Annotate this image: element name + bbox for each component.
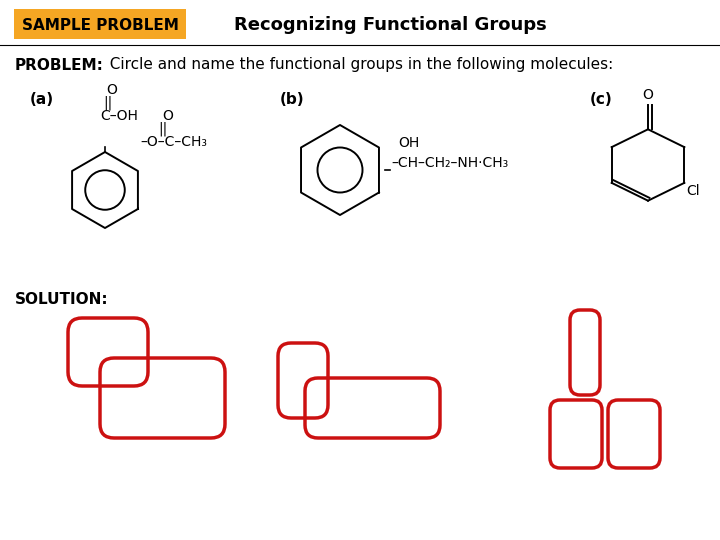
Text: O: O bbox=[163, 109, 174, 123]
Text: SAMPLE PROBLEM: SAMPLE PROBLEM bbox=[22, 17, 179, 32]
Text: Cl: Cl bbox=[686, 184, 700, 198]
Text: O: O bbox=[107, 83, 117, 97]
Text: ||: || bbox=[158, 122, 168, 136]
Text: Recognizing Functional Groups: Recognizing Functional Groups bbox=[233, 16, 546, 34]
Text: (a): (a) bbox=[30, 92, 54, 107]
Text: SOLUTION:: SOLUTION: bbox=[15, 293, 109, 307]
Text: OH: OH bbox=[398, 136, 419, 150]
Text: C–OH: C–OH bbox=[100, 109, 138, 123]
Text: ||: || bbox=[104, 96, 112, 110]
Text: Circle and name the functional groups in the following molecules:: Circle and name the functional groups in… bbox=[100, 57, 613, 72]
Text: –CH–CH₂–NH·CH₃: –CH–CH₂–NH·CH₃ bbox=[391, 156, 508, 170]
Text: PROBLEM:: PROBLEM: bbox=[15, 57, 104, 72]
Text: (b): (b) bbox=[280, 92, 305, 107]
FancyBboxPatch shape bbox=[14, 9, 186, 39]
Text: O: O bbox=[642, 88, 654, 102]
Text: –O–C–CH₃: –O–C–CH₃ bbox=[140, 135, 207, 149]
Text: (c): (c) bbox=[590, 92, 613, 107]
